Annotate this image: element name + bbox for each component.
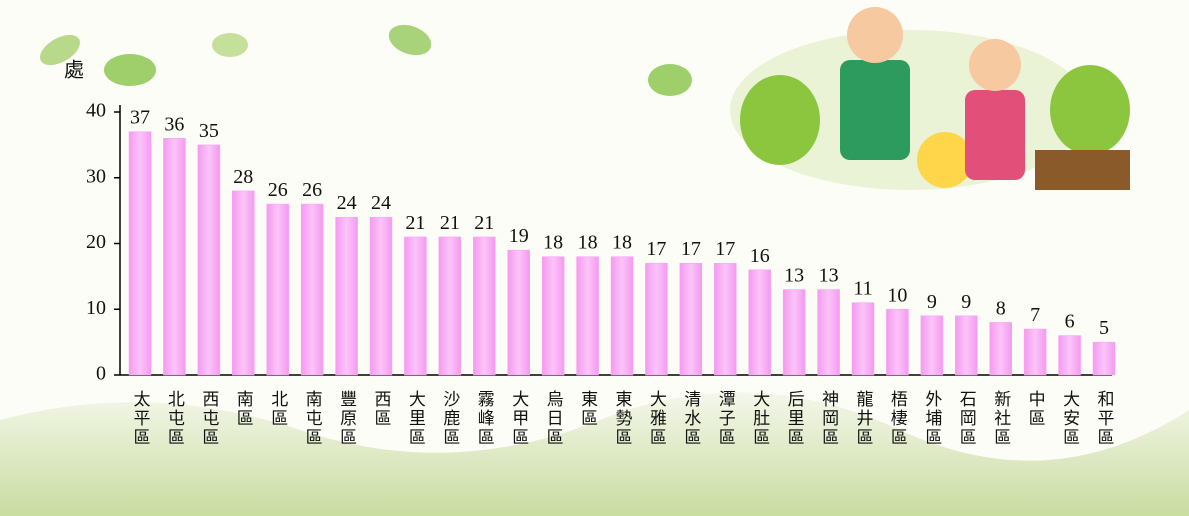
bar bbox=[851, 302, 875, 376]
bar bbox=[576, 256, 599, 376]
value-label: 10 bbox=[887, 284, 907, 306]
bar bbox=[163, 138, 186, 376]
value-label: 6 bbox=[1065, 311, 1075, 333]
bar bbox=[610, 256, 634, 376]
bar bbox=[714, 262, 737, 376]
x-tick-label: 大里區 bbox=[406, 390, 426, 447]
value-label: 9 bbox=[927, 291, 937, 313]
x-tick-label: 石岡區 bbox=[957, 390, 977, 447]
value-label: 26 bbox=[268, 179, 288, 201]
value-label: 35 bbox=[199, 120, 219, 142]
x-tick-label: 東勢區 bbox=[613, 390, 633, 447]
bar bbox=[473, 236, 496, 376]
value-label: 5 bbox=[1099, 317, 1109, 339]
value-label: 18 bbox=[612, 232, 632, 254]
value-label: 18 bbox=[578, 232, 598, 254]
value-label: 9 bbox=[961, 291, 971, 313]
y-tick-label: 0 bbox=[96, 363, 106, 385]
value-label: 7 bbox=[1030, 304, 1040, 326]
bar bbox=[404, 236, 427, 376]
x-tick-label: 霧峰區 bbox=[475, 390, 495, 447]
value-label: 19 bbox=[509, 225, 529, 247]
bar bbox=[955, 315, 978, 376]
y-tick-label: 30 bbox=[86, 165, 106, 187]
bar bbox=[920, 315, 944, 376]
bar bbox=[541, 256, 565, 376]
x-tick-label: 東區 bbox=[578, 390, 598, 428]
x-tick-label: 梧棲區 bbox=[888, 390, 908, 447]
value-label: 8 bbox=[996, 297, 1006, 319]
y-tick-label: 20 bbox=[86, 231, 106, 253]
value-label: 11 bbox=[853, 278, 872, 300]
x-tick-label: 大肚區 bbox=[750, 390, 770, 447]
bar bbox=[679, 262, 703, 376]
x-tick-label: 沙鹿區 bbox=[440, 390, 460, 447]
bar bbox=[197, 144, 221, 376]
bar bbox=[232, 190, 255, 376]
bar bbox=[645, 262, 668, 376]
bar bbox=[1058, 335, 1081, 376]
x-tick-label: 清水區 bbox=[681, 390, 701, 447]
x-tick-label: 大雅區 bbox=[647, 390, 667, 447]
y-tick-label: 10 bbox=[86, 297, 106, 319]
y-axis-label: 處 bbox=[64, 59, 84, 82]
x-tick-label: 西區 bbox=[372, 390, 391, 428]
value-label: 37 bbox=[130, 107, 150, 129]
value-label: 26 bbox=[302, 179, 322, 201]
bar bbox=[817, 289, 840, 376]
bar bbox=[369, 216, 393, 376]
value-label: 21 bbox=[405, 212, 425, 234]
x-tick-label: 南屯區 bbox=[303, 390, 322, 447]
x-tick-label: 中區 bbox=[1026, 390, 1045, 428]
bar bbox=[1023, 328, 1047, 376]
x-tick-label: 北區 bbox=[268, 390, 288, 428]
x-tick-label: 外埔區 bbox=[922, 390, 942, 447]
bar bbox=[1092, 341, 1116, 376]
y-tick-label: 40 bbox=[86, 100, 106, 122]
x-tick-label: 后里區 bbox=[785, 390, 805, 447]
x-tick-label: 太平區 bbox=[131, 390, 151, 447]
value-label: 17 bbox=[715, 238, 735, 260]
value-label: 24 bbox=[337, 192, 357, 214]
x-tick-label: 大安區 bbox=[1060, 390, 1080, 447]
value-label: 24 bbox=[371, 192, 391, 214]
x-tick-label: 龍井區 bbox=[854, 390, 874, 447]
bar bbox=[128, 131, 152, 376]
bar bbox=[300, 203, 324, 376]
x-tick-label: 神岡區 bbox=[819, 390, 839, 447]
x-tick-label: 大甲區 bbox=[509, 390, 529, 447]
x-tick-label: 西屯區 bbox=[199, 390, 218, 447]
x-tick-label: 豐原區 bbox=[337, 390, 357, 447]
bar bbox=[335, 216, 358, 376]
value-label: 36 bbox=[164, 113, 184, 135]
x-tick-label: 和平區 bbox=[1095, 390, 1115, 447]
value-label: 13 bbox=[819, 265, 839, 287]
x-tick-label: 北屯區 bbox=[165, 390, 185, 447]
value-label: 28 bbox=[233, 166, 253, 188]
x-tick-label: 南區 bbox=[234, 390, 253, 428]
value-label: 18 bbox=[543, 232, 563, 254]
bar bbox=[507, 249, 530, 376]
x-tick-label: 潭子區 bbox=[716, 390, 736, 447]
x-tick-label: 新社區 bbox=[991, 390, 1011, 447]
value-label: 13 bbox=[784, 265, 804, 287]
value-label: 17 bbox=[646, 238, 666, 260]
value-label: 21 bbox=[474, 212, 494, 234]
bar bbox=[989, 322, 1012, 376]
bar bbox=[886, 309, 909, 376]
value-label: 16 bbox=[750, 245, 770, 267]
value-label: 21 bbox=[440, 212, 460, 234]
bar bbox=[438, 236, 462, 376]
bar bbox=[748, 269, 771, 376]
bar bbox=[266, 203, 289, 376]
value-label: 17 bbox=[681, 238, 701, 260]
bar bbox=[782, 289, 806, 376]
x-tick-label: 烏日區 bbox=[544, 390, 564, 447]
